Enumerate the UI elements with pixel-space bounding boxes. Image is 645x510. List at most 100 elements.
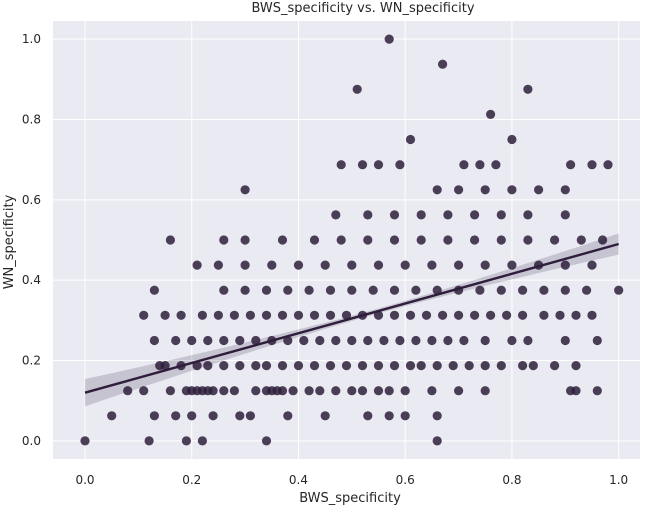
- data-point: [251, 335, 261, 346]
- data-point: [379, 335, 389, 346]
- data-point: [331, 335, 341, 346]
- data-point: [432, 411, 442, 421]
- data-point: [325, 361, 336, 371]
- data-point: [277, 310, 288, 320]
- data-point: [384, 411, 394, 421]
- data-point: [149, 335, 159, 346]
- data-point: [373, 310, 384, 320]
- data-point: [560, 260, 570, 270]
- data-point: [187, 411, 197, 421]
- data-point: [235, 335, 245, 346]
- data-point: [229, 310, 239, 320]
- x-tick-label: 0.2: [182, 473, 201, 487]
- data-point: [427, 260, 437, 270]
- data-point: [165, 386, 175, 396]
- data-point: [560, 285, 570, 295]
- data-point: [309, 310, 320, 320]
- data-point: [336, 160, 346, 170]
- data-point: [405, 361, 416, 371]
- data-point: [523, 210, 533, 220]
- data-point: [213, 310, 223, 320]
- data-point: [395, 160, 405, 170]
- data-point: [486, 109, 496, 119]
- data-point: [411, 285, 421, 295]
- data-point: [518, 361, 528, 371]
- data-point: [389, 310, 400, 320]
- data-point: [571, 310, 581, 320]
- data-point: [347, 260, 357, 270]
- data-point: [347, 335, 357, 346]
- data-point: [309, 235, 320, 245]
- data-point: [251, 386, 261, 396]
- data-point: [523, 235, 533, 245]
- data-point: [283, 411, 293, 421]
- data-point: [347, 386, 357, 396]
- data-point: [165, 235, 175, 245]
- data-point: [293, 260, 304, 270]
- data-point: [373, 260, 384, 270]
- data-point: [139, 386, 149, 396]
- data-point: [459, 335, 469, 346]
- data-point: [598, 235, 608, 245]
- plot-area: [53, 21, 640, 459]
- y-tick-label: 0.2: [22, 354, 41, 368]
- data-point: [357, 386, 368, 396]
- data-point: [443, 235, 453, 245]
- data-point: [480, 335, 490, 346]
- y-tick-label: 0.6: [22, 193, 41, 207]
- data-point: [427, 335, 437, 346]
- data-point: [454, 260, 464, 270]
- data-point: [427, 386, 437, 396]
- confidence-interval: [85, 233, 619, 407]
- data-point: [534, 185, 544, 195]
- data-point: [539, 310, 549, 320]
- data-point: [197, 310, 207, 320]
- x-tick-label: 0.6: [396, 473, 415, 487]
- data-point: [107, 411, 117, 421]
- data-point: [400, 260, 410, 270]
- data-point: [219, 335, 229, 346]
- data-point: [507, 185, 517, 195]
- data-point: [219, 285, 229, 295]
- data-point: [181, 436, 191, 446]
- data-point: [219, 361, 229, 371]
- data-point: [496, 235, 506, 245]
- data-point: [507, 335, 517, 346]
- data-point: [518, 310, 528, 320]
- data-point: [213, 260, 223, 270]
- data-point: [208, 411, 218, 421]
- data-point: [518, 285, 528, 295]
- data-point: [603, 160, 613, 170]
- data-point: [507, 260, 517, 270]
- data-point: [352, 84, 362, 94]
- data-point: [267, 260, 277, 270]
- data-point: [432, 436, 442, 446]
- data-point: [571, 386, 581, 396]
- data-point: [277, 235, 288, 245]
- y-tick-label: 0.0: [22, 434, 41, 448]
- data-point: [454, 310, 464, 320]
- data-point: [283, 335, 293, 346]
- data-point: [160, 310, 170, 320]
- data-point: [443, 210, 453, 220]
- chart-title: BWS_specificity vs. WN_specificity: [251, 1, 474, 16]
- y-axis-label: WN_specificity: [2, 194, 17, 289]
- data-point: [245, 310, 255, 320]
- data-point: [363, 235, 373, 245]
- data-point: [438, 59, 448, 69]
- data-point: [416, 361, 426, 371]
- data-point: [219, 386, 229, 396]
- data-point: [582, 285, 592, 295]
- data-point: [363, 335, 373, 346]
- y-tick-label: 0.8: [22, 112, 41, 126]
- data-point: [454, 185, 464, 195]
- x-tick-label: 0.0: [75, 473, 94, 487]
- data-point: [475, 285, 485, 295]
- data-point: [197, 436, 207, 446]
- data-point: [502, 310, 512, 320]
- data-point: [251, 361, 261, 371]
- data-point: [235, 361, 245, 371]
- data-point: [448, 361, 458, 371]
- data-point: [277, 361, 288, 371]
- data-point: [405, 134, 416, 145]
